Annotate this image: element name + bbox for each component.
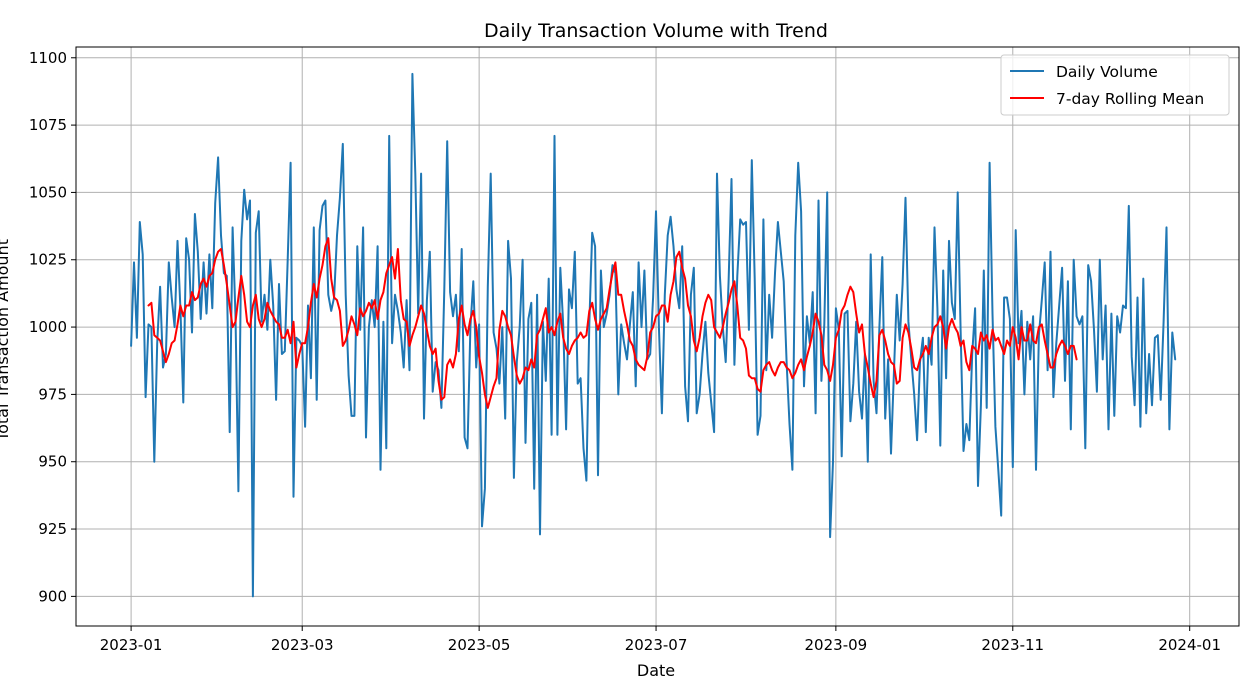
x-tick-label: 2023-11 [981, 636, 1044, 654]
legend-label-daily-volume: Daily Volume [1056, 63, 1158, 81]
y-tick-label: 1075 [29, 116, 67, 134]
x-tick-label: 2023-03 [271, 636, 334, 654]
y-tick-label: 1025 [29, 251, 67, 269]
legend: Daily Volume 7-day Rolling Mean [1000, 54, 1230, 116]
x-axis: 2023-01 2023-03 2023-05 2023-07 2023-09 2023-… [100, 626, 1221, 654]
legend-box [1000, 54, 1230, 116]
x-tick-label: 2023-07 [625, 636, 688, 654]
y-tick-label: 975 [38, 385, 67, 403]
y-tick-label: 1100 [29, 49, 67, 67]
x-tick-label: 2024-01 [1158, 636, 1221, 654]
y-tick-label: 1000 [29, 318, 67, 336]
plot-frame [75, 46, 1240, 627]
y-tick-label: 925 [38, 520, 67, 538]
y-axis-label: Total Transaction Amount [0, 239, 12, 442]
y-tick-label: 950 [38, 453, 67, 471]
x-axis-label: Date [637, 661, 675, 680]
legend-label-rolling-mean: 7-day Rolling Mean [1056, 90, 1204, 108]
series-line-7-day-rolling-mean [147, 237, 1078, 409]
x-tick-label: 2023-05 [448, 636, 511, 654]
y-axis: 900 925 950 975 1000 1025 1050 1075 1100 [29, 49, 76, 605]
x-tick-label: 2023-09 [805, 636, 868, 654]
series-line-daily-volume [130, 72, 1177, 598]
x-tick-label: 2023-01 [100, 636, 163, 654]
y-tick-label: 1050 [29, 183, 67, 201]
series-layer [130, 72, 1177, 598]
chart-title: Daily Transaction Volume with Trend [484, 20, 828, 42]
y-tick-label: 900 [38, 587, 67, 605]
